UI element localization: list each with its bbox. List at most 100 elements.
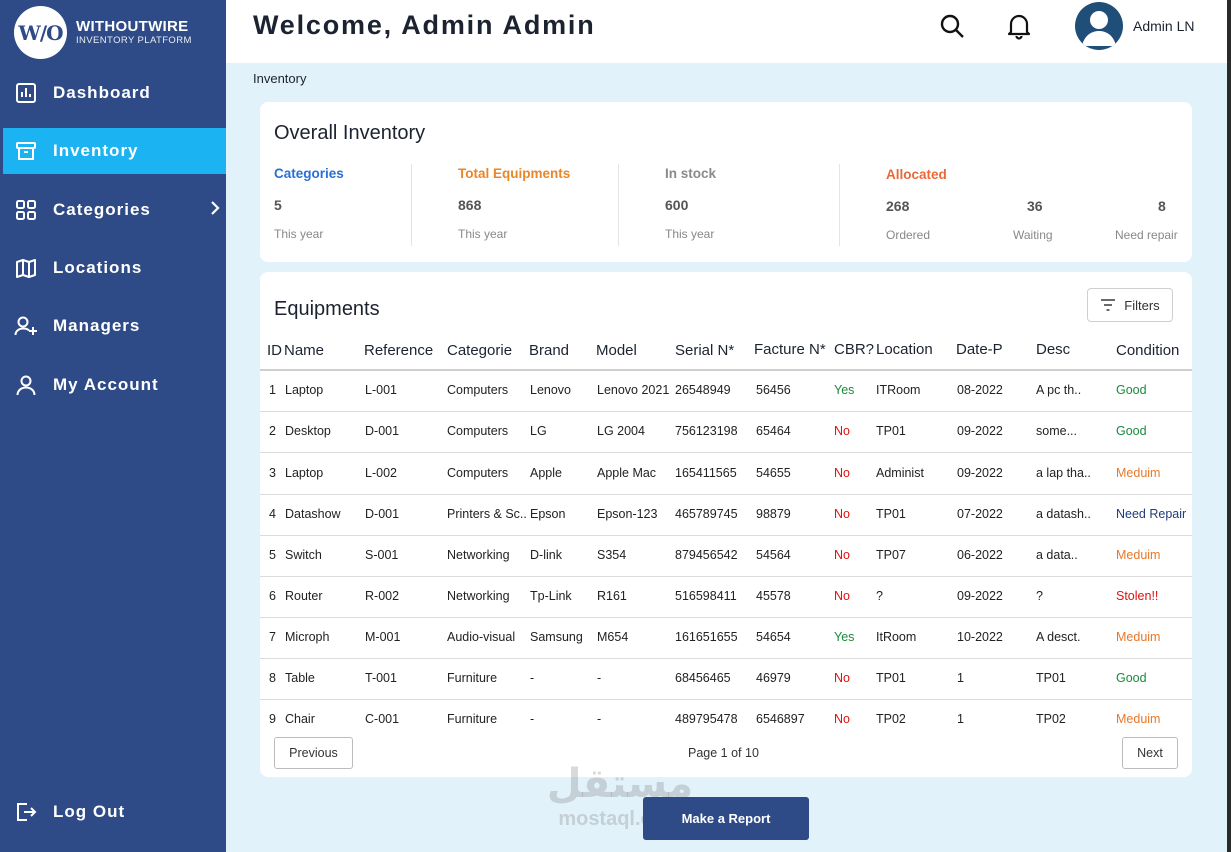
table-row[interactable]: 7 Microph M-001 Audio-visual Samsung M654 1616… xyxy=(260,617,1192,658)
cell-model: Epson-123 xyxy=(597,507,658,521)
cell-desc: ? xyxy=(1036,589,1043,603)
overall-inventory-title: Overall Inventory xyxy=(274,122,426,144)
inventory-icon xyxy=(14,139,38,163)
cell-cbr: No xyxy=(834,589,850,603)
next-button[interactable]: Next xyxy=(1122,737,1178,769)
cell-date: 08-2022 xyxy=(957,383,1003,397)
brand[interactable]: W/O WITHOUTWIRE INVENTORY PLATFORM xyxy=(14,6,192,59)
row-divider xyxy=(260,535,1192,536)
divider xyxy=(411,164,412,246)
cell-facture: 46979 xyxy=(756,671,791,685)
equipments-card: Equipments Filters ID Name Reference Cat… xyxy=(260,272,1192,777)
cell-brand: LG xyxy=(530,424,547,438)
cell-reference: S-001 xyxy=(365,548,399,562)
in-stock-sub: This year xyxy=(665,227,715,241)
column-header-facture[interactable]: Facture N* xyxy=(754,341,826,358)
table-row[interactable]: 4 Datashow D-001 Printers & Sc.. Epson Epson-… xyxy=(260,494,1192,535)
filter-icon xyxy=(1101,299,1116,311)
sidebar-item-categories[interactable]: Categories xyxy=(3,187,226,233)
cell-serial: 879456542 xyxy=(675,548,738,562)
table-row[interactable]: 8 Table T-001 Furniture - - 68456465 46979 No TP0… xyxy=(260,658,1192,699)
cell-model: - xyxy=(597,671,602,685)
sidebar-item-label: Categories xyxy=(53,200,151,219)
cell-brand: Samsung xyxy=(530,630,583,644)
logout-button[interactable]: Log Out xyxy=(3,789,226,835)
cell-categorie: Audio-visual xyxy=(447,630,516,644)
column-header-reference[interactable]: Reference xyxy=(364,342,434,359)
sidebar-item-my-account[interactable]: My Account xyxy=(3,362,226,408)
column-header-categorie[interactable]: Categorie xyxy=(447,342,513,359)
cell-condition: Good xyxy=(1116,424,1147,438)
cell-reference: T-001 xyxy=(365,671,397,685)
table-row[interactable]: 2 Desktop D-001 Computers LG LG 2004 756123198… xyxy=(260,411,1192,452)
search-icon[interactable] xyxy=(938,12,966,40)
cell-location: TP01 xyxy=(876,507,906,521)
make-report-button[interactable]: Make a Report xyxy=(643,797,809,840)
cell-brand: Tp-Link xyxy=(530,589,572,603)
cell-location: ? xyxy=(876,589,883,603)
column-header-serial[interactable]: Serial N* xyxy=(675,342,735,359)
divider xyxy=(618,164,619,246)
cell-categorie: Computers xyxy=(447,466,509,480)
cell-name: Laptop xyxy=(285,383,324,397)
filters-button[interactable]: Filters xyxy=(1087,288,1173,322)
sidebar-item-dashboard[interactable]: Dashboard xyxy=(3,70,226,116)
brand-subtitle: INVENTORY PLATFORM xyxy=(76,35,192,47)
categories-icon xyxy=(14,198,38,222)
filters-label: Filters xyxy=(1124,297,1160,313)
dashboard-icon xyxy=(14,81,38,105)
column-header-desc[interactable]: Desc xyxy=(1036,341,1071,358)
cell-facture: 98879 xyxy=(756,507,791,521)
sidebar-item-locations[interactable]: Locations xyxy=(3,245,226,291)
cell-name: Laptop xyxy=(285,466,324,480)
cell-cbr: No xyxy=(834,424,850,438)
cell-id: 1 xyxy=(269,383,276,397)
cell-name: Table xyxy=(285,671,315,685)
total-equipments-label: Total Equipments xyxy=(458,166,571,181)
cell-facture: 6546897 xyxy=(756,712,805,726)
cell-model: S354 xyxy=(597,548,627,562)
cell-date: 07-2022 xyxy=(957,507,1003,521)
need-repair-sub: Need repair xyxy=(1115,228,1178,242)
header-divider xyxy=(260,369,1192,371)
sidebar-item-inventory[interactable]: Inventory xyxy=(3,128,226,174)
cell-id: 3 xyxy=(269,466,276,480)
cell-date: 1 xyxy=(957,671,964,685)
row-divider xyxy=(260,617,1192,618)
logout-icon xyxy=(14,800,38,824)
table-row[interactable]: 3 Laptop L-002 Computers Apple Apple Mac 16541… xyxy=(260,453,1192,494)
column-header-id[interactable]: ID xyxy=(267,342,282,359)
cell-serial: 465789745 xyxy=(675,507,738,521)
cell-categorie: Furniture xyxy=(447,671,498,685)
cell-model: R161 xyxy=(597,589,627,603)
column-header-condition[interactable]: Condition xyxy=(1116,342,1180,359)
table-row[interactable]: 6 Router R-002 Networking Tp-Link R161 5165984… xyxy=(260,576,1192,617)
total-equipments-sub: This year xyxy=(458,227,508,241)
previous-button[interactable]: Previous xyxy=(274,737,353,769)
cell-name: Switch xyxy=(285,548,322,562)
cell-name: Router xyxy=(285,589,323,603)
table-row[interactable]: 5 Switch S-001 Networking D-link S354 87945654… xyxy=(260,535,1192,576)
table-row[interactable]: 9 Chair C-001 Furniture - - 489795478 6546897 No… xyxy=(260,699,1192,740)
cell-id: 8 xyxy=(269,671,276,685)
avatar[interactable] xyxy=(1075,2,1123,50)
column-header-cbr[interactable]: CBR? xyxy=(834,341,875,358)
cell-categorie: Computers xyxy=(447,424,509,438)
cell-reference: D-001 xyxy=(365,507,400,521)
cell-facture: 56456 xyxy=(756,383,791,397)
cell-location: TP01 xyxy=(876,424,906,438)
cell-reference: L-002 xyxy=(365,466,397,480)
table-row[interactable]: 1 Laptop L-001 Computers Lenovo Lenovo 2021 26… xyxy=(260,370,1192,411)
admin-name[interactable]: Admin LN xyxy=(1133,18,1195,34)
page-info: Page 1 of 10 xyxy=(688,746,759,760)
column-header-model[interactable]: Model xyxy=(596,342,637,359)
bell-icon[interactable] xyxy=(1005,12,1033,40)
column-header-date[interactable]: Date-P xyxy=(956,341,1003,358)
column-header-brand[interactable]: Brand xyxy=(529,342,570,359)
cell-categorie: Computers xyxy=(447,383,509,397)
chevron-right-icon[interactable] xyxy=(208,199,222,222)
column-header-location[interactable]: Location xyxy=(876,341,933,358)
cell-reference: R-002 xyxy=(365,589,400,603)
sidebar-item-managers[interactable]: Managers xyxy=(3,303,226,349)
column-header-name[interactable]: Name xyxy=(284,342,325,359)
